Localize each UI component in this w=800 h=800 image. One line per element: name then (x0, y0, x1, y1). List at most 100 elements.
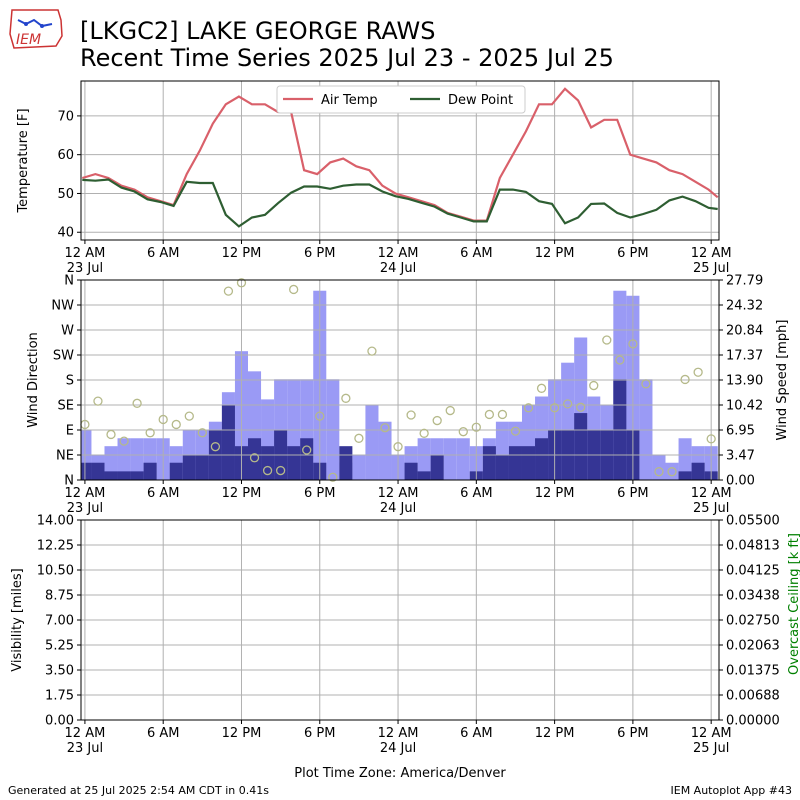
vis-tick-label: 8.75 (45, 589, 74, 604)
wind-direction-marker (236, 278, 247, 288)
x-tick-label: 12 AM (378, 726, 419, 741)
wind-direction-marker (641, 379, 651, 389)
speed-tick-label: 6.95 (726, 424, 755, 439)
wind-direction-marker (445, 405, 455, 416)
x-tick-label: 6 AM (147, 246, 180, 261)
visibility-y-label: Visibility [miles] (10, 568, 25, 671)
dew-point-line (82, 178, 718, 228)
speed-tick-label: 17.37 (726, 349, 763, 364)
speed-bar (574, 413, 588, 480)
wind-direction-marker (406, 410, 416, 420)
gust-bar (443, 438, 457, 480)
wind-direction-marker (328, 472, 338, 482)
footer-generated: Generated at 25 Jul 2025 2:54 AM CDT in … (8, 784, 269, 797)
x-tick-date-label: 25 Jul (693, 741, 729, 756)
speed-bar (104, 471, 118, 480)
wind-direction-y-label: Wind Direction (26, 332, 41, 428)
wind-direction-marker (197, 428, 207, 438)
legend-dew-point-label: Dew Point (448, 93, 513, 108)
speed-bar (495, 454, 509, 480)
vis-tick-label: 1.75 (45, 689, 74, 704)
wind-direction-marker (706, 434, 716, 444)
x-tick-date-label: 23 Jul (67, 741, 103, 756)
wind-direction-marker (184, 411, 194, 421)
wind-direction-marker (367, 346, 377, 356)
wind-direction-marker (171, 419, 181, 430)
wind-speed-y-label: Wind Speed [mph] (775, 320, 790, 441)
temp-y-tick-label: 40 (57, 226, 74, 241)
direction-tick-label: SE (58, 399, 74, 414)
footer-app: IEM Autoplot App #43 (670, 784, 793, 797)
wind-direction-marker (354, 433, 364, 443)
wind-direction-marker (549, 403, 560, 413)
speed-bar (339, 446, 353, 480)
speed-bar (81, 462, 92, 480)
speed-bar (521, 446, 536, 480)
ceiling-tick-label: 0.03438 (726, 589, 780, 604)
chart-title: [LKGC2] LAKE GEORGE RAWS (80, 17, 436, 45)
wind-direction-marker (223, 286, 234, 296)
speed-tick-label: 24.32 (726, 299, 763, 314)
wind-direction-marker (615, 355, 625, 365)
x-tick-label: 12 AM (691, 726, 732, 741)
x-tick-date-label: 23 Jul (67, 261, 103, 276)
wind-direction-marker (536, 383, 547, 393)
wind-direction-marker (419, 428, 429, 438)
ceiling-tick-label: 0.00000 (726, 714, 780, 729)
speed-bar (482, 446, 496, 480)
gust-bar (378, 421, 392, 480)
speed-tick-label: 0.00 (726, 474, 755, 489)
x-tick-label: 12 PM (222, 726, 262, 741)
x-tick-label: 12 AM (378, 246, 419, 261)
direction-tick-label: N (64, 474, 74, 489)
x-axis-label: Plot Time Zone: America/Denver (294, 766, 506, 781)
direction-tick-label: W (61, 324, 74, 339)
speed-bar (691, 462, 705, 480)
iem-logo: IEM (6, 6, 66, 52)
temp-y-tick-label: 60 (57, 148, 74, 163)
x-tick-date-label: 25 Jul (693, 501, 729, 516)
x-tick-label: 12 AM (691, 486, 732, 501)
x-tick-label: 12 PM (535, 726, 575, 741)
speed-tick-label: 20.84 (726, 324, 763, 339)
ceiling-tick-label: 0.02063 (726, 639, 780, 654)
legend-air-temp-label: Air Temp (321, 93, 378, 108)
x-tick-label: 12 AM (65, 726, 106, 741)
temperature-legend: Air Temp Dew Point (276, 85, 526, 114)
wind-direction-marker (119, 436, 129, 446)
wind-direction-marker (275, 465, 286, 476)
wind-direction-marker (693, 367, 703, 377)
vis-tick-label: 0.00 (45, 714, 74, 729)
ceiling-tick-label: 0.00688 (726, 689, 780, 704)
speed-bar (508, 446, 522, 480)
speed-bar (221, 405, 235, 480)
direction-tick-label: N (64, 274, 74, 289)
visibility-plot-frame (80, 519, 720, 721)
gust-bar (678, 438, 692, 480)
wind-direction-marker (563, 399, 573, 409)
vis-tick-label: 12.25 (37, 539, 74, 554)
x-tick-date-label: 23 Jul (67, 501, 103, 516)
temperature-y-label: Temperature [F] (16, 108, 31, 213)
wind-direction-marker (576, 402, 586, 412)
temperature-plot-frame (80, 80, 720, 241)
speed-bar (430, 454, 444, 480)
speed-tick-label: 13.90 (726, 374, 763, 389)
speed-tick-label: 10.42 (726, 399, 763, 414)
x-tick-label: 6 AM (147, 486, 180, 501)
wind-direction-marker (132, 398, 142, 408)
x-tick-label: 6 PM (617, 726, 648, 741)
speed-bar (91, 462, 105, 480)
vis-tick-label: 7.00 (45, 614, 74, 629)
x-tick-label: 12 AM (65, 246, 106, 261)
direction-tick-label: SW (53, 349, 74, 364)
wind-direction-marker (484, 409, 495, 420)
wind-direction-marker (654, 467, 664, 477)
x-tick-label: 6 PM (617, 246, 648, 261)
wind-direction-marker (393, 442, 403, 452)
vis-tick-label: 10.50 (37, 564, 74, 579)
wind-direction-marker (471, 422, 481, 432)
wind-direction-marker (497, 409, 508, 420)
speed-tick-label: 27.79 (726, 274, 763, 289)
speed-tick-label: 3.47 (726, 449, 755, 464)
